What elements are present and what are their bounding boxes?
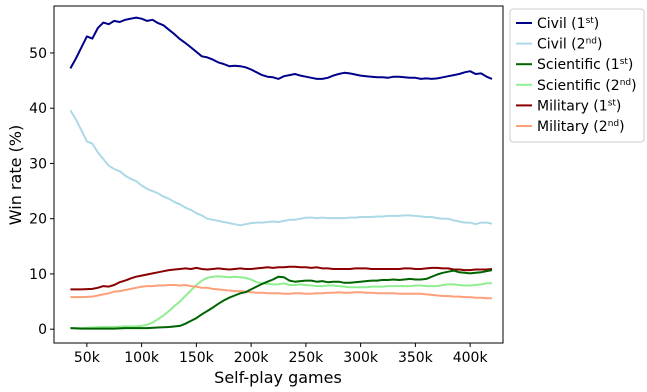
legend-label-sup: st: [586, 16, 595, 26]
legend-label-base: Military (1: [537, 98, 608, 114]
x-tick-label: 150k: [179, 350, 215, 366]
legend-label-end: ): [628, 57, 633, 73]
legend-entry: Military (1st): [537, 98, 621, 114]
x-tick-label: 50k: [74, 350, 101, 366]
legend-entry: Civil (1st): [537, 16, 599, 32]
legend-entry: Military (2nd): [537, 119, 625, 135]
plot-frame: [53, 5, 504, 344]
y-tick-label: 50: [29, 46, 47, 62]
legend-label-base: Scientific (1: [537, 57, 620, 73]
legend-label-end: ): [594, 16, 599, 32]
series-line: [70, 275, 492, 330]
legend-entry: Civil (2nd): [537, 37, 602, 53]
series-line: [69, 16, 493, 80]
y-tick-label: 0: [38, 322, 47, 338]
legend-label-sup: nd: [620, 78, 631, 88]
y-tick-label: 10: [29, 267, 47, 283]
y-axis-label: Win rate (%): [6, 125, 25, 225]
x-tick-label: 350k: [398, 350, 434, 366]
legend-label-sup: nd: [586, 37, 597, 47]
series-line: [70, 265, 493, 291]
x-axis-label: Self-play games: [214, 368, 342, 387]
series-layer: [69, 16, 493, 330]
legend-label-sup: st: [620, 57, 629, 67]
x-tick-label: 250k: [288, 350, 324, 366]
x-tick-label: 200k: [234, 350, 270, 366]
series-line: [69, 109, 493, 227]
series-line: [70, 269, 493, 330]
legend-label-end: ): [616, 98, 621, 114]
legend-label-end: ): [631, 78, 636, 94]
legend-label-sup: st: [608, 98, 617, 108]
x-tick-label: 300k: [343, 350, 379, 366]
y-tick-label: 40: [29, 101, 47, 117]
legend-label-base: Military (2: [537, 119, 608, 135]
legend-label-base: Scientific (2: [537, 78, 620, 94]
legend-entry: Scientific (1st): [537, 57, 633, 73]
legend-label-end: ): [619, 119, 624, 135]
x-tick-label: 400k: [453, 350, 489, 366]
legend-label-base: Civil (2: [537, 37, 586, 53]
legend-label-base: Civil (1: [537, 16, 586, 32]
x-axis-ticks: 50k 100k 150k 200k 250k 300k 350k 400k: [74, 343, 489, 366]
legend-frame: [509, 8, 645, 143]
legend-label-sup: nd: [608, 119, 619, 129]
legend-label-end: ): [597, 37, 602, 53]
y-tick-label: 30: [29, 156, 47, 172]
legend: Civil (1st)Civil (2nd)Scientific (1st)Sc…: [509, 8, 645, 143]
legend-entry: Scientific (2nd): [537, 78, 637, 94]
x-tick-label: 100k: [124, 350, 160, 366]
y-axis-ticks: 0 10 20 30 40 50: [29, 46, 54, 338]
series-line: [70, 284, 492, 300]
y-tick-label: 20: [29, 212, 47, 228]
